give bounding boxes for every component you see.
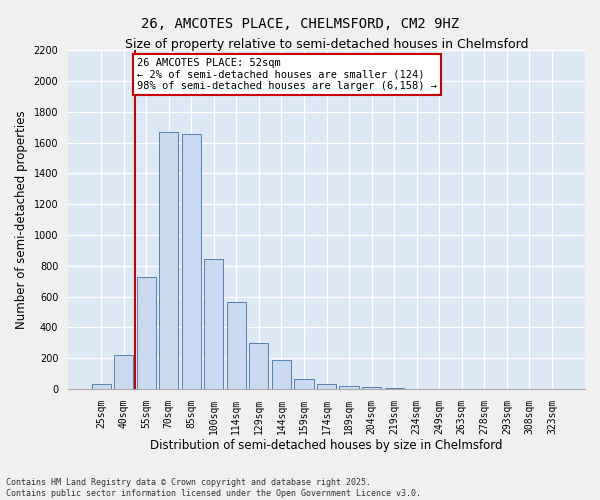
Bar [159,132,178,389]
X-axis label: Distribution of semi-detached houses by size in Chelmsford: Distribution of semi-detached houses by … [150,440,503,452]
Bar [295,379,314,389]
Bar [114,355,133,389]
Text: 26, AMCOTES PLACE, CHELMSFORD, CM2 9HZ: 26, AMCOTES PLACE, CHELMSFORD, CM2 9HZ [141,18,459,32]
Bar [340,386,359,389]
Text: 26 AMCOTES PLACE: 52sqm
← 2% of semi-detached houses are smaller (124)
98% of se: 26 AMCOTES PLACE: 52sqm ← 2% of semi-det… [137,58,437,91]
Y-axis label: Number of semi-detached properties: Number of semi-detached properties [15,110,28,329]
Bar [385,388,404,389]
Bar [182,134,201,389]
Bar [362,386,381,389]
Bar [250,343,268,389]
Bar [204,259,223,389]
Bar [92,384,110,389]
Bar [227,302,246,389]
Bar [272,360,291,389]
Title: Size of property relative to semi-detached houses in Chelmsford: Size of property relative to semi-detach… [125,38,528,51]
Bar [317,384,336,389]
Bar [137,276,156,389]
Text: Contains HM Land Registry data © Crown copyright and database right 2025.
Contai: Contains HM Land Registry data © Crown c… [6,478,421,498]
